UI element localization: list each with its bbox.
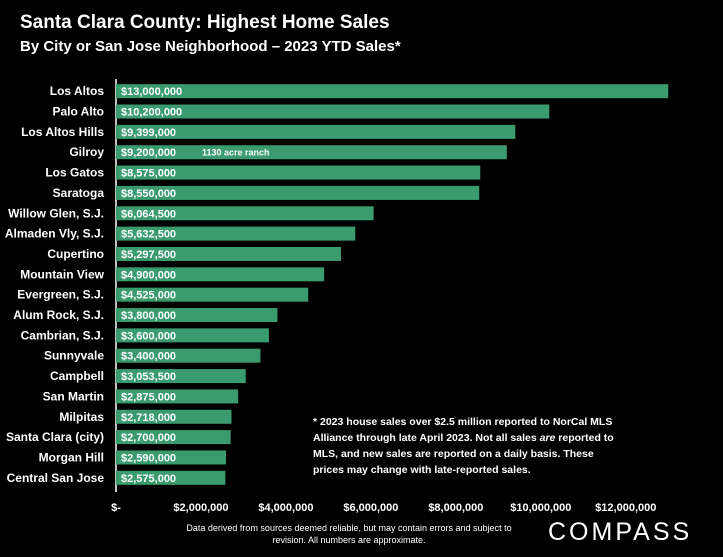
category-label: Mountain View	[20, 267, 104, 281]
x-tick-label: $6,000,000	[343, 502, 398, 514]
data-label: $3,600,000	[121, 330, 176, 342]
chart-subtitle: By City or San Jose Neighborhood – 2023 …	[20, 38, 401, 55]
bar	[116, 267, 325, 282]
bar	[116, 430, 231, 445]
category-label: Evergreen, S.J.	[17, 288, 104, 302]
data-label: $9,399,000	[121, 127, 176, 139]
compass-logo: COMPASS	[548, 518, 693, 546]
data-label: $4,900,000	[121, 269, 176, 281]
data-label: $5,632,500	[121, 229, 176, 241]
category-label: San Martin	[43, 389, 104, 403]
category-label: Almaden Vly, S.J.	[5, 227, 104, 241]
data-label: $5,297,500	[121, 249, 176, 261]
data-label: $2,575,000	[121, 473, 176, 485]
bar	[116, 165, 481, 180]
x-tick-label: $2,000,000	[173, 502, 228, 514]
bar	[116, 389, 239, 404]
data-label: $8,550,000	[121, 188, 176, 200]
x-tick-label: $4,000,000	[258, 502, 313, 514]
category-label: Campbell	[50, 369, 104, 383]
category-label: Cambrian, S.J.	[21, 328, 104, 342]
data-label: $4,525,000	[121, 290, 176, 302]
footer: Data derived from sources deemed reliabl…	[0, 522, 723, 546]
data-label: $2,875,000	[121, 391, 176, 403]
bar	[116, 287, 309, 302]
data-label: $3,800,000	[121, 310, 176, 322]
bar	[116, 124, 516, 139]
bar	[116, 369, 246, 384]
bar	[116, 348, 261, 363]
bar	[116, 206, 374, 221]
x-tick-label: $8,000,000	[428, 502, 483, 514]
category-label: Palo Alto	[52, 105, 104, 119]
footnote-part2: reported to MLS, and new sales are repor…	[313, 432, 614, 476]
category-label: Los Altos	[50, 84, 105, 98]
footnote: * 2023 house sales over $2.5 million rep…	[313, 414, 623, 478]
x-tick-label: $12,000,000	[595, 502, 656, 514]
category-label: Los Gatos	[45, 166, 104, 180]
data-label: $2,718,000	[121, 412, 176, 424]
data-label: $3,053,500	[121, 371, 176, 383]
bar	[116, 328, 269, 343]
bar	[116, 84, 669, 99]
category-label: Gilroy	[69, 145, 104, 159]
category-label: Los Altos Hills	[21, 125, 104, 139]
footnote-part1: * 2023 house sales over $2.5 million rep…	[313, 416, 613, 444]
data-label: $13,000,000	[121, 86, 182, 98]
x-tick-label: $-	[111, 502, 121, 514]
disclaimer-text: Data derived from sources deemed reliabl…	[186, 523, 512, 545]
data-label: $8,575,000	[121, 168, 176, 180]
bar	[116, 470, 226, 485]
category-label: Milpitas	[59, 410, 104, 424]
bar	[116, 226, 356, 241]
bar	[116, 308, 278, 323]
category-label: Santa Clara (city)	[6, 430, 104, 444]
category-label: Sunnyvale	[44, 349, 104, 363]
bar	[116, 450, 227, 465]
category-label: Morgan Hill	[39, 450, 104, 464]
data-label: $2,700,000	[121, 432, 176, 444]
data-label: $9,200,000	[121, 147, 176, 159]
data-label: $6,064,500	[121, 208, 176, 220]
data-label: $10,200,000	[121, 107, 182, 119]
x-tick-label: $10,000,000	[510, 502, 571, 514]
category-label: Willow Glen, S.J.	[8, 206, 104, 220]
data-label: $2,590,000	[121, 452, 176, 464]
bar	[116, 185, 480, 200]
bar	[116, 409, 232, 424]
data-label: $3,400,000	[121, 351, 176, 363]
category-label: Central San Jose	[7, 471, 105, 485]
category-label: Saratoga	[53, 186, 105, 200]
category-label: Cupertino	[47, 247, 104, 261]
category-label: Alum Rock, S.J.	[13, 308, 104, 322]
footnote-emphasis: are	[539, 432, 556, 444]
bar-annotation: 1130 acre ranch	[202, 148, 270, 158]
bar	[116, 145, 507, 160]
bar	[116, 246, 342, 261]
bar	[116, 104, 550, 119]
chart-title: Santa Clara County: Highest Home Sales	[20, 12, 390, 33]
